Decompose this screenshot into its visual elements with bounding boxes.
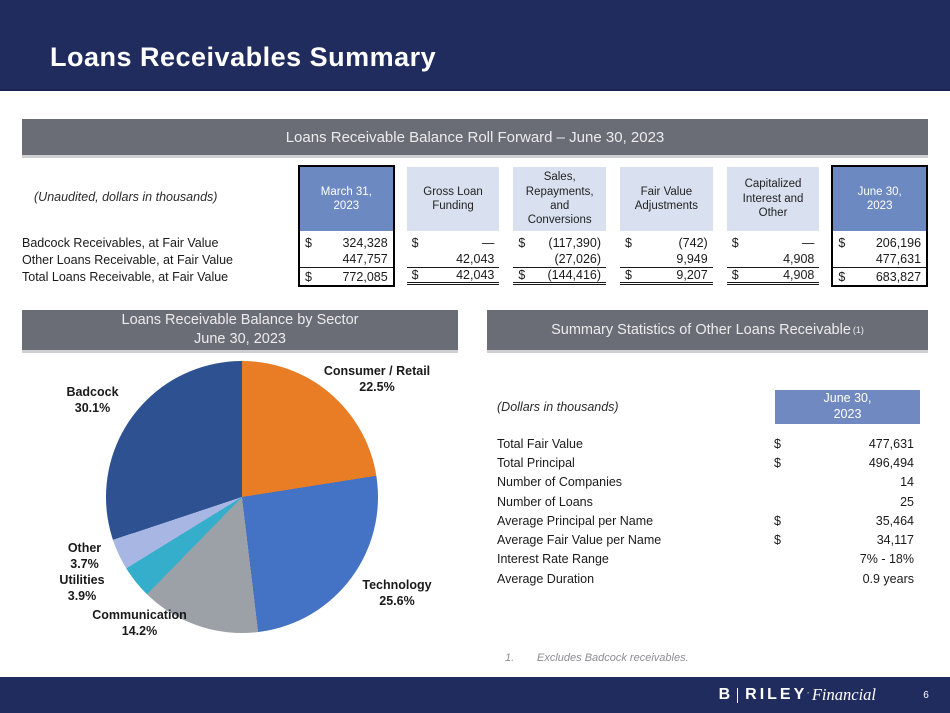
table-cell: $ — (411, 235, 495, 250)
summary-stats-panel: (Dollars in thousands) June 30, 2023 Tot… (487, 390, 928, 588)
column-header-march-31-2023: March 31, 2023 (300, 167, 393, 231)
table-cell-total: $ (144,416) (513, 268, 607, 285)
column-capitalized-interest-other: Capitalized Interest and Other $ — 4,908 … (725, 165, 822, 287)
column-header-sales-repayments-conversions: Sales, Repayments, and Conversions (513, 167, 607, 231)
column-header-june-30-2023: June 30, 2023 (833, 167, 927, 231)
table-cell: 447,757 (300, 251, 393, 268)
sector-section-header: Loans Receivable Balance by Sector June … (22, 310, 458, 350)
header-banner (0, 0, 950, 91)
column-header-fair-value-adjustments: Fair Value Adjustments (620, 167, 713, 231)
pie-label-utilities: Utilities 3.9% (59, 573, 105, 603)
pie-label-other: Other 3.7% (67, 541, 102, 571)
stat-row-average-principal-per-name: Average Principal per Name $35,464 (497, 513, 914, 528)
logo-divider (737, 687, 739, 703)
table-cell-total: $772,085 (305, 269, 388, 284)
pie-label-technology: Technology 25.6% (362, 578, 432, 608)
table-cell: 42,043 (406, 251, 500, 268)
stats-rows: Total Fair Value $477,631 Total Principal… (487, 434, 928, 588)
column-header-gross-loan-funding: Gross Loan Funding (406, 167, 500, 231)
unaudited-note: (Unaudited, dollars in thousands) (34, 189, 218, 204)
table-cell: $ — (731, 235, 815, 250)
page-title: Loans Receivables Summary (50, 42, 437, 72)
row-label-other-loans: Other Loans Receivable, at Fair Value (22, 252, 233, 267)
row-label-badcock: Badcock Receivables, at Fair Value (22, 235, 219, 250)
stats-header-row: (Dollars in thousands) June 30, 2023 (487, 390, 928, 424)
rollforward-section-header: Loans Receivable Balance Roll Forward – … (22, 119, 928, 155)
column-sales-repayments-conversions: Sales, Repayments, and Conversions $ (117… (511, 165, 608, 287)
row-label-total-loans: Total Loans Receivable, at Fair Value (22, 269, 229, 284)
table-cell-total: $4,908 (726, 268, 820, 285)
footer-bar: B RILEY ’ Financial 6 (0, 677, 950, 713)
column-march-31-2023: March 31, 2023 $324,328 447,757 $772,085 (298, 165, 395, 287)
column-header-capitalized-interest-other: Capitalized Interest and Other (726, 167, 820, 231)
stat-row-total-principal: Total Principal $496,494 (497, 455, 914, 470)
table-cell-total: $683,827 (838, 269, 922, 284)
table-cell: (27,026) (513, 251, 607, 268)
table-cell: $206,196 (838, 235, 922, 250)
footnote: 1. Excludes Badcock receivables. (505, 652, 689, 664)
column-june-30-2023: June 30, 2023 $206,196 477,631 $683,827 (831, 165, 929, 287)
stat-row-number-of-companies: Number of Companies 14 (497, 475, 914, 490)
pie-label-communication: Communication 14.2% (92, 608, 187, 638)
dollars-in-thousands-note: (Dollars in thousands) (497, 400, 619, 414)
table-cell: 9,949 (620, 251, 713, 268)
column-gross-loan-funding: Gross Loan Funding $ — 42,043 $42,043 (405, 165, 502, 287)
stat-row-average-duration: Average Duration 0.9 years (497, 571, 914, 586)
page-number: 6 (923, 689, 929, 701)
table-cell: $ (117,390) (518, 235, 602, 250)
table-cell-total: $42,043 (406, 268, 500, 285)
table-cell: $324,328 (305, 235, 388, 250)
table-cell: 477,631 (833, 251, 927, 268)
footnote-reference: (1) (852, 325, 864, 335)
stats-column-header-june-30-2023: June 30, 2023 (775, 390, 920, 424)
table-cell-total: $9,207 (620, 268, 713, 285)
sector-pie-panel: Consumer / Retail 22.5% Technology 25.6%… (22, 352, 458, 652)
table-cell: $ (742) (625, 235, 708, 250)
briley-financial-logo: B RILEY ’ Financial (718, 685, 876, 704)
footnote-text: Excludes Badcock receivables. (537, 652, 689, 664)
stats-section-header: Summary Statistics of Other Loans Receiv… (487, 310, 928, 350)
pie-label-badcock: Badcock 30.1% (66, 385, 119, 415)
stat-row-total-fair-value: Total Fair Value $477,631 (497, 436, 914, 451)
footnote-number: 1. (505, 652, 515, 664)
sector-pie (106, 361, 378, 633)
roll-forward-table: (Unaudited, dollars in thousands) Badcoc… (22, 165, 929, 287)
stat-row-number-of-loans: Number of Loans 25 (497, 494, 914, 509)
table-cell: 4,908 (726, 251, 820, 268)
stat-row-average-fair-value-per-name: Average Fair Value per Name $34,117 (497, 533, 914, 548)
column-fair-value-adjustments: Fair Value Adjustments $ (742) 9,949 $9,2… (618, 165, 715, 287)
pie-label-consumer-retail: Consumer / Retail 22.5% (323, 364, 431, 394)
stat-row-interest-rate-range: Interest Rate Range 7% - 18% (497, 552, 914, 567)
roll-forward-row-labels: (Unaudited, dollars in thousands) Badcoc… (22, 165, 288, 287)
